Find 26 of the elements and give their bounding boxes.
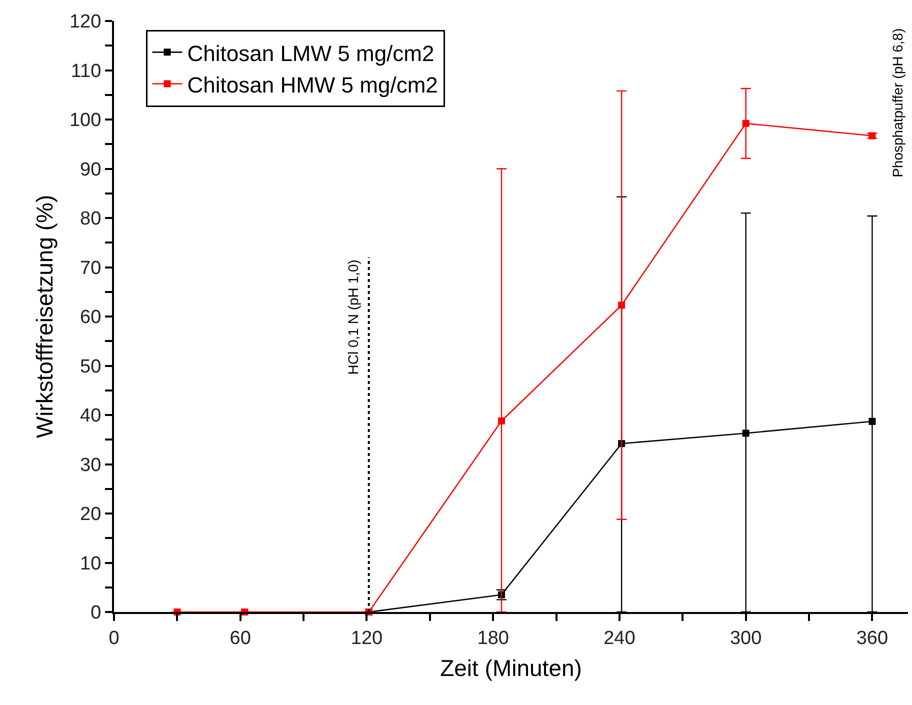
annotation: Phosphatpuffer (pH 6,8)	[890, 28, 906, 178]
x-axis-title: Zeit (Minuten)	[440, 654, 582, 681]
x-tick-label: 240	[604, 628, 636, 649]
y-tick-label: 90	[80, 159, 102, 180]
y-tick-label: 80	[80, 208, 102, 230]
y-tick-label: 30	[80, 454, 102, 476]
legend-label: Chitosan LMW 5 mg/cm2	[187, 40, 434, 66]
y-tick-label: 50	[80, 356, 102, 378]
x-tick-label: 180	[477, 628, 509, 649]
y-tick-label: 120	[69, 12, 102, 33]
x-tick-label: 0	[108, 628, 120, 649]
y-tick-label: 20	[80, 504, 102, 526]
y-axis-title: Wirkstofffreisetzung (%)	[31, 194, 58, 438]
y-tick-label: 100	[69, 110, 102, 132]
y-tick-label: 70	[80, 258, 102, 279]
y-tick-label: 10	[80, 553, 102, 574]
x-tick-label: 120	[350, 628, 383, 649]
ref-line-label: HCl 0,1 N (pH 1,0)	[344, 260, 361, 375]
y-tick-label: 60	[80, 307, 102, 328]
x-tick-label: 360	[856, 628, 888, 649]
y-tick-label: 0	[90, 602, 102, 624]
y-tick-label: 110	[70, 60, 102, 82]
x-tick-label: 60	[230, 628, 251, 649]
x-tick-label: 300	[730, 628, 762, 649]
y-tick-label: 40	[80, 406, 102, 427]
legend-label: Chitosan HMW 5 mg/cm2	[187, 72, 438, 98]
